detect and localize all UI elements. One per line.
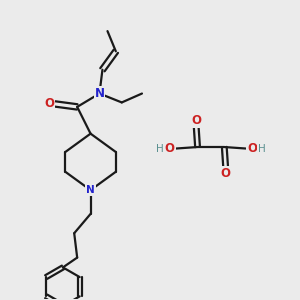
Text: H: H bbox=[258, 143, 266, 154]
Text: O: O bbox=[44, 98, 55, 110]
Text: O: O bbox=[247, 142, 257, 155]
Text: N: N bbox=[94, 87, 104, 100]
Text: N: N bbox=[86, 185, 95, 195]
Text: O: O bbox=[165, 142, 175, 155]
Text: O: O bbox=[221, 167, 231, 180]
Text: H: H bbox=[156, 143, 164, 154]
Text: O: O bbox=[191, 114, 201, 127]
